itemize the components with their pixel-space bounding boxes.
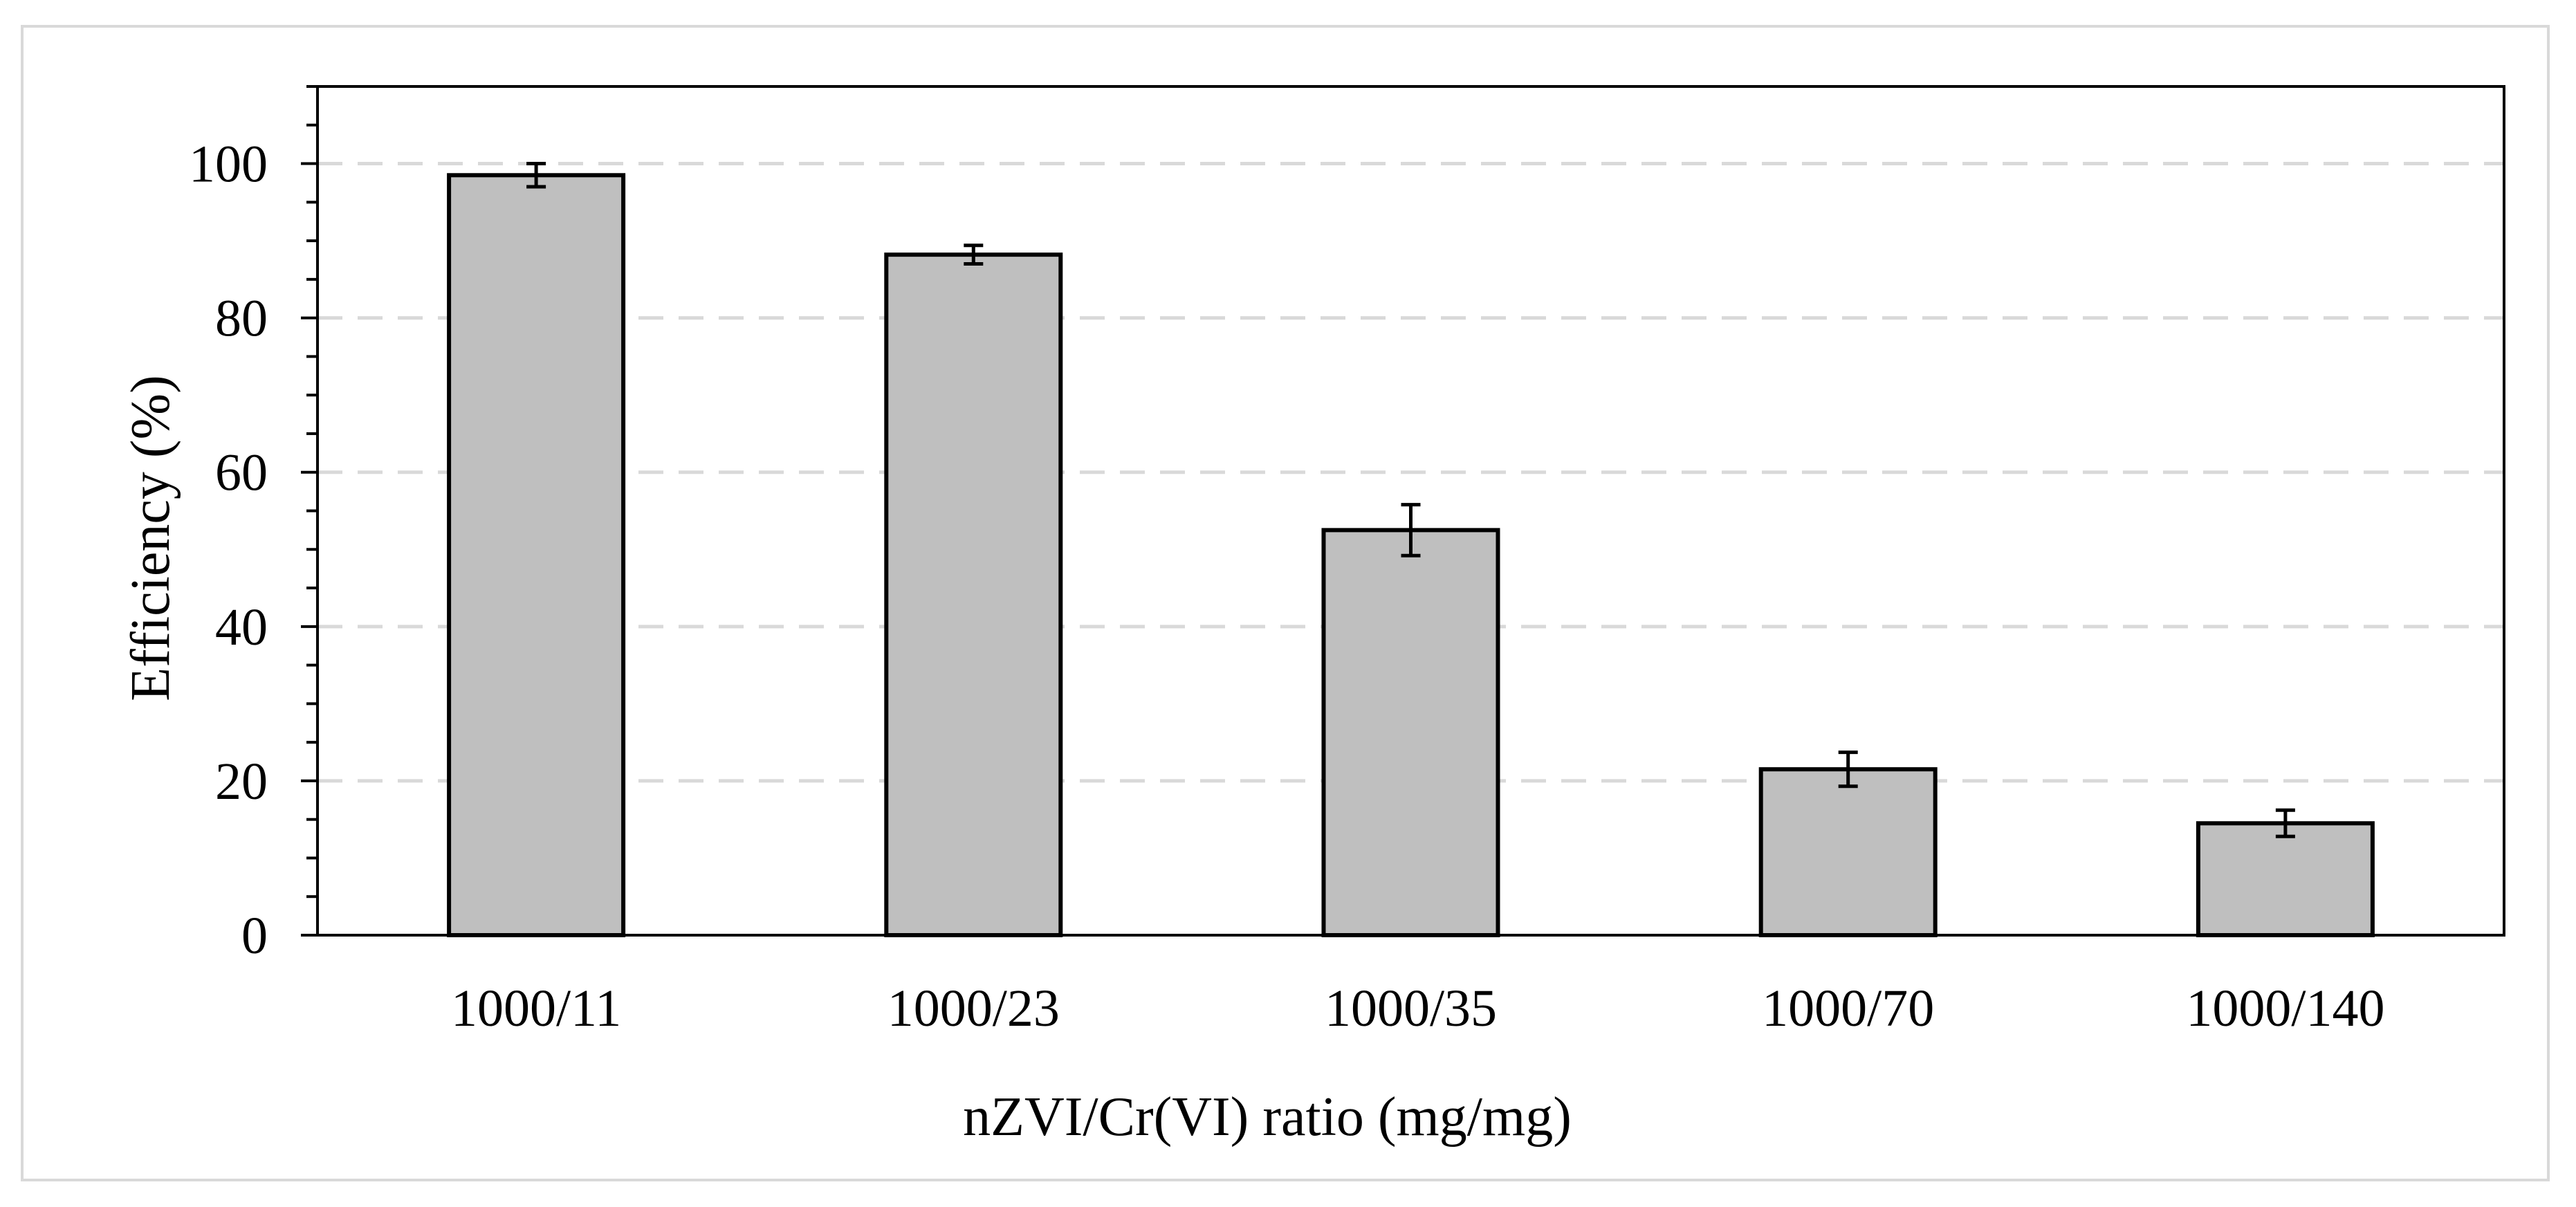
y-tick-label: 20	[215, 753, 268, 811]
gridlines	[318, 162, 2504, 783]
x-tick-label: 1000/35	[1325, 979, 1497, 1038]
x-axis-title: nZVI/Cr(VI) ratio (mg/mg)	[963, 1087, 1572, 1148]
axes	[301, 85, 2505, 937]
x-tick-label: 1000/11	[451, 979, 621, 1038]
y-tick-label: 60	[215, 444, 268, 502]
y-tick-label: 80	[215, 290, 268, 348]
bar	[447, 173, 626, 938]
y-tick-label: 0	[241, 907, 268, 965]
chart-frame: 0 20 40 60 80 100 1000/11 1000/23 1000/35 1000/70…	[21, 25, 2550, 1181]
tick-labels: 0 20 40 60 80 100 1000/11 1000/23 1000/35 1000/70…	[189, 136, 2384, 1038]
y-tick-label: 40	[215, 598, 268, 656]
x-tick-label: 1000/70	[1762, 979, 1934, 1038]
bar	[884, 252, 1063, 938]
x-tick-label: 1000/140	[2186, 979, 2384, 1038]
bar-chart: 0 20 40 60 80 100 1000/11 1000/23 1000/35 1000/70…	[120, 85, 2505, 1148]
bars	[447, 162, 2375, 938]
y-axis-title: Efficiency (%)	[120, 375, 181, 701]
bar	[1758, 767, 1938, 937]
bar	[1321, 528, 1500, 937]
bar	[2196, 821, 2375, 937]
x-tick-label: 1000/23	[887, 979, 1060, 1038]
y-tick-label: 100	[189, 136, 268, 194]
